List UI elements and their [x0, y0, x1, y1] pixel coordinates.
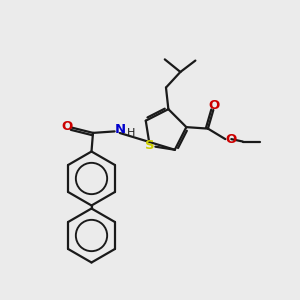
Text: O: O	[208, 99, 220, 112]
Text: N: N	[115, 123, 126, 136]
Text: O: O	[61, 120, 72, 134]
Text: H: H	[127, 128, 135, 138]
Text: S: S	[145, 139, 154, 152]
Text: O: O	[225, 133, 236, 146]
